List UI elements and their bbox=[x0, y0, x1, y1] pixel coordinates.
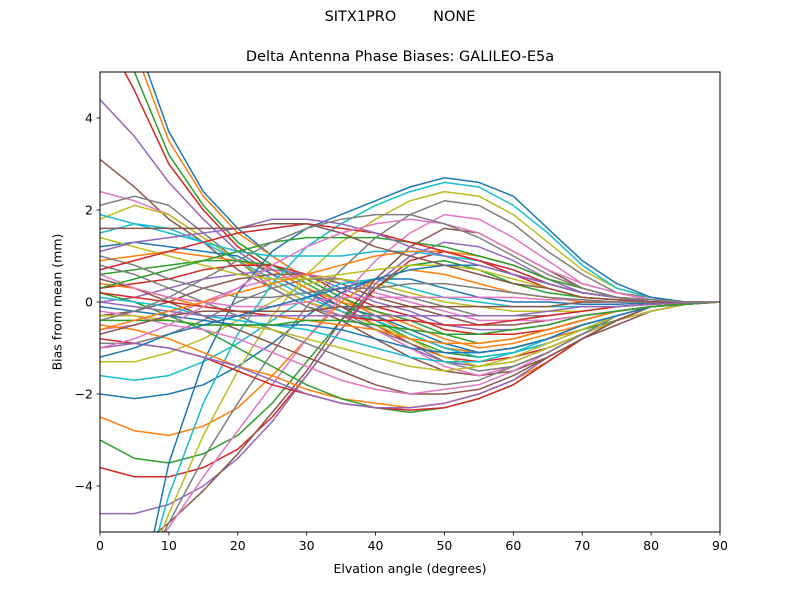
series-line-41 bbox=[100, 301, 720, 354]
y-tick-label: 4 bbox=[85, 111, 93, 126]
y-tick-label: 0 bbox=[85, 295, 93, 310]
x-axis-label: Elvation angle (degrees) bbox=[333, 561, 487, 576]
x-tick-label: 20 bbox=[230, 538, 246, 553]
series-line-21 bbox=[100, 278, 720, 400]
figure-suptitle: SITX1PRO NONE bbox=[324, 9, 476, 25]
x-tick-label: 10 bbox=[161, 538, 177, 553]
series-line-45 bbox=[100, 301, 720, 317]
x-axis-ticks: 0 10 20 30 40 50 60 70 80 90 bbox=[96, 532, 728, 553]
series-line-30 bbox=[157, 181, 720, 532]
x-tick-label: 30 bbox=[299, 538, 315, 553]
x-tick-label: 50 bbox=[436, 538, 452, 553]
series-layer bbox=[100, 72, 720, 532]
x-tick-label: 70 bbox=[574, 538, 590, 553]
x-tick-label: 60 bbox=[505, 538, 521, 553]
y-tick-label: −4 bbox=[75, 479, 93, 494]
series-line-56 bbox=[100, 223, 720, 303]
series-line-57 bbox=[100, 218, 720, 349]
series-line-58 bbox=[100, 213, 720, 322]
series-line-48 bbox=[100, 255, 720, 303]
x-tick-label: 80 bbox=[643, 538, 659, 553]
x-tick-label: 40 bbox=[368, 538, 384, 553]
chart-title: Delta Antenna Phase Biases: GALILEO-E5a bbox=[245, 49, 555, 65]
y-tick-label: 2 bbox=[85, 203, 93, 218]
y-axis-label: Bias from mean (mm) bbox=[49, 233, 65, 371]
x-tick-label: 90 bbox=[712, 538, 728, 553]
y-axis-ticks: −4 −2 0 2 4 bbox=[75, 111, 100, 494]
x-tick-label: 0 bbox=[96, 538, 104, 553]
series-line-31 bbox=[153, 177, 720, 532]
y-tick-label: −2 bbox=[75, 387, 93, 402]
